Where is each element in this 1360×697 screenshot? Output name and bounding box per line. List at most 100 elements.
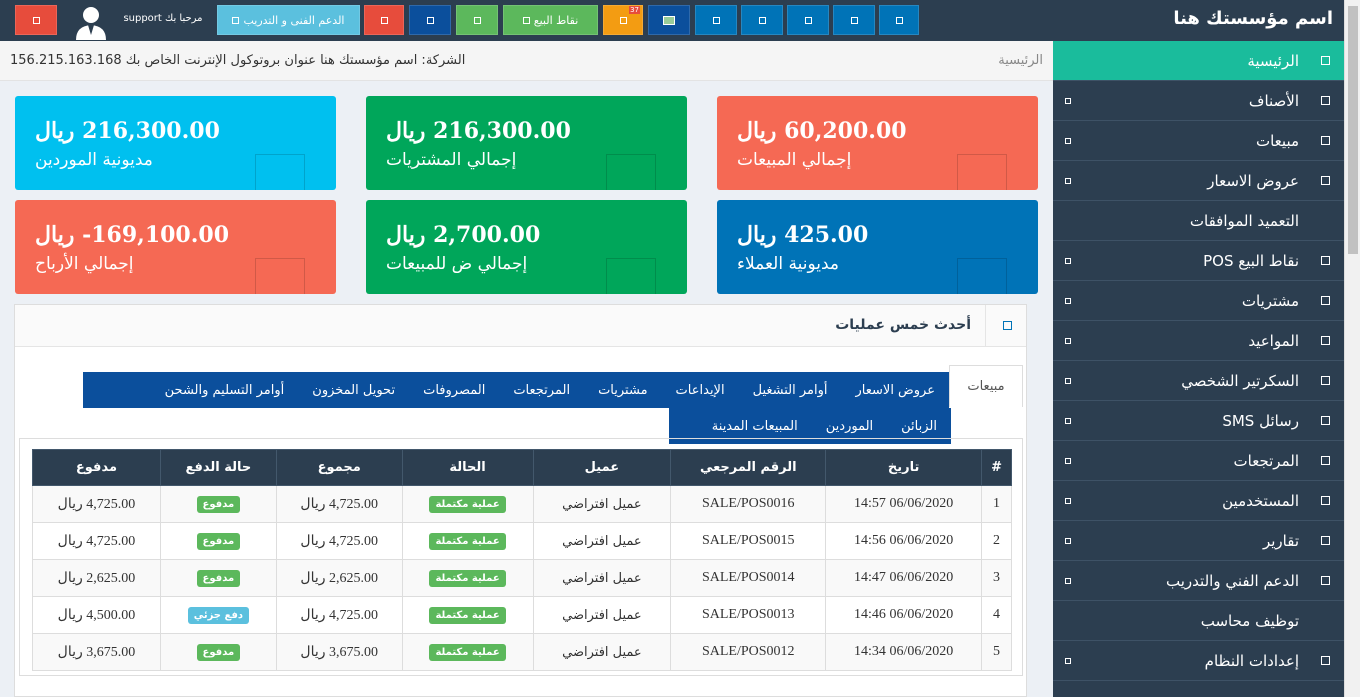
calendar-icon [426,16,434,24]
col-header-reference[interactable]: الرقم المرجعي [670,449,827,486]
sidebar-item-label: إعدادات النظام [1204,651,1299,670]
table-row[interactable]: 5 06/06/2020 14:34 SALE/POS0012 عميل افت… [32,633,1012,671]
breadcrumb-home[interactable]: الرئيسية [998,53,1043,68]
sidebar-item-settings[interactable]: إعدادات النظام [1053,641,1344,681]
card-label: مديونية العملاء [737,254,839,274]
dashboard-button[interactable] [456,5,498,35]
sidebar-item-hire-accountant[interactable]: توظيف محاسب [1053,601,1344,641]
tab-suppliers[interactable]: الموردين [825,418,874,434]
calculator-button[interactable] [648,5,690,35]
table-row[interactable]: 1 06/06/2020 14:57 SALE/POS0016 عميل افت… [32,485,1012,523]
chevron-icon [1065,578,1071,584]
card-sales-tax[interactable]: 2,700.00 ريال إجمالي ض للمبيعات [366,200,687,294]
alerts-button[interactable] [364,5,404,35]
toolbar-button-1[interactable] [695,5,737,35]
top-navbar: مرحبا بك support الدعم الفنى و التدريب ن… [0,0,1345,41]
card-total-sales[interactable]: 60,200.00 ريال إجمالي المبيعات [717,96,1038,190]
sidebar-item-sms[interactable]: رسائل SMS [1053,401,1344,441]
cell-customer: عميل افتراضي [532,633,672,671]
toolbar-button-3[interactable] [787,5,829,35]
sidebar-item-label: مبيعات [1255,131,1299,150]
tab-purchases[interactable]: مشتريات [598,382,648,398]
card-supplier-debt[interactable]: 216,300.00 ريال مديونية الموردين [15,96,336,190]
tab-credit-sales[interactable]: المبيعات المدينة [711,418,798,434]
cell-paid: 4,500.00 ريال [32,596,161,634]
cell-reference: SALE/POS0014 [670,559,827,597]
box-icon [1321,96,1330,105]
tab-delivery-orders[interactable]: أوامر التسليم والشحن [164,382,285,398]
table-row[interactable]: 3 06/06/2020 14:47 SALE/POS0014 عميل افت… [32,559,1012,597]
notifications-button[interactable]: 37 [603,5,643,35]
tab-deposits[interactable]: الإيداعات [675,382,725,398]
toolbar-button-4[interactable] [833,5,875,35]
sidebar-item-products[interactable]: الأصناف [1053,81,1344,121]
support-training-label: الدعم الفنى و التدريب [243,13,345,27]
sidebar-item-support[interactable]: الدعم الفني والتدريب [1053,561,1344,601]
sidebar-item-quotes[interactable]: عروض الاسعار [1053,161,1344,201]
avatar[interactable] [72,2,110,40]
cell-reference: SALE/POS0015 [670,522,827,560]
tab-work-orders[interactable]: أوامر التشغيل [752,382,828,398]
sidebar-item-home[interactable]: الرئيسية [1053,41,1344,81]
tab-returns[interactable]: المرتجعات [513,382,571,398]
sidebar-item-label: المرتجعات [1233,451,1299,470]
panel-header: أحدث خمس عمليات [15,305,1026,347]
sidebar-item-secretary[interactable]: السكرتير الشخصي [1053,361,1344,401]
chevron-icon [1065,178,1071,184]
table-row[interactable]: 4 06/06/2020 14:46 SALE/POS0013 عميل افت… [32,596,1012,634]
calendar-icon [1321,336,1330,345]
tab-quotes[interactable]: عروض الاسعار [855,382,936,398]
sidebar-item-pos[interactable]: نقاط البيع POS [1053,241,1344,281]
col-header-total[interactable]: مجموع [275,449,403,486]
logout-button[interactable] [15,5,57,35]
tab-expenses[interactable]: المصروفات [423,382,486,398]
card-total-profit[interactable]: 169,100.00- ريال إجمالي الأرباح [15,200,336,294]
pos-icon [1321,256,1330,265]
tab-stock-transfer[interactable]: تحويل المخزون [312,382,396,398]
cell-total: 2,625.00 ريال [275,559,403,597]
users-icon [1321,496,1330,505]
col-header-customer[interactable]: عميل [532,449,672,486]
scrollbar-thumb[interactable] [1348,6,1358,254]
card-value: 216,300.00 ريال [35,118,220,144]
chevron-icon [1065,658,1071,664]
col-header-date[interactable]: تاريخ [825,449,983,486]
tabs-row-1: عروض الاسعار أوامر التشغيل الإيداعات مشت… [83,372,949,408]
calendar-button[interactable] [409,5,451,35]
card-value: 169,100.00- ريال [35,222,230,248]
sidebar-item-approvals[interactable]: التعميد الموافقات [1053,201,1344,241]
brand-title[interactable]: اسم مؤسستك هنا [1173,8,1333,29]
col-header-number[interactable]: # [981,449,1012,486]
payment-status-badge: مدفوع [196,532,241,550]
col-header-payment-status[interactable]: حالة الدفع [159,449,277,486]
card-customer-debt[interactable]: 425.00 ريال مديونية العملاء [717,200,1038,294]
table-row[interactable]: 2 06/06/2020 14:56 SALE/POS0015 عميل افت… [32,522,1012,560]
page-scrollbar[interactable] [1344,0,1360,697]
transactions-table: # تاريخ الرقم المرجعي عميل الحالة مجموع … [32,449,1012,671]
card-value: 425.00 ريال [737,222,869,248]
col-header-paid[interactable]: مدفوع [32,449,161,486]
sidebar-item-appointments[interactable]: المواعيد [1053,321,1344,361]
tab-customers[interactable]: الزبائن [901,418,937,434]
tab-sales[interactable]: مبيعات [949,365,1023,407]
col-header-status[interactable]: الحالة [401,449,534,486]
sidebar-item-reports[interactable]: تقارير [1053,521,1344,561]
pos-button[interactable]: نقاط البيع [503,5,598,35]
cell-paid: 4,725.00 ريال [32,522,161,560]
secretary-icon [1321,376,1330,385]
sidebar-item-purchases[interactable]: مشتريات [1053,281,1344,321]
cell-status: عملية مكتملة [401,485,534,523]
panel-icon[interactable] [1003,321,1012,330]
support-training-button[interactable]: الدعم الفنى و التدريب [217,5,360,35]
card-decor-icon [255,154,305,190]
cell-paid: 4,725.00 ريال [32,485,161,523]
sidebar-item-sales[interactable]: مبيعات [1053,121,1344,161]
sms-icon [1321,416,1330,425]
toolbar-button-5[interactable] [879,5,919,35]
card-total-purchases[interactable]: 216,300.00 ريال إجمالي المشتريات [366,96,687,190]
sidebar-item-returns[interactable]: المرتجعات [1053,441,1344,481]
sidebar-item-users[interactable]: المستخدمين [1053,481,1344,521]
chevron-icon [1065,298,1071,304]
cell-payment-status: مدفوع [159,559,277,597]
toolbar-button-2[interactable] [741,5,783,35]
